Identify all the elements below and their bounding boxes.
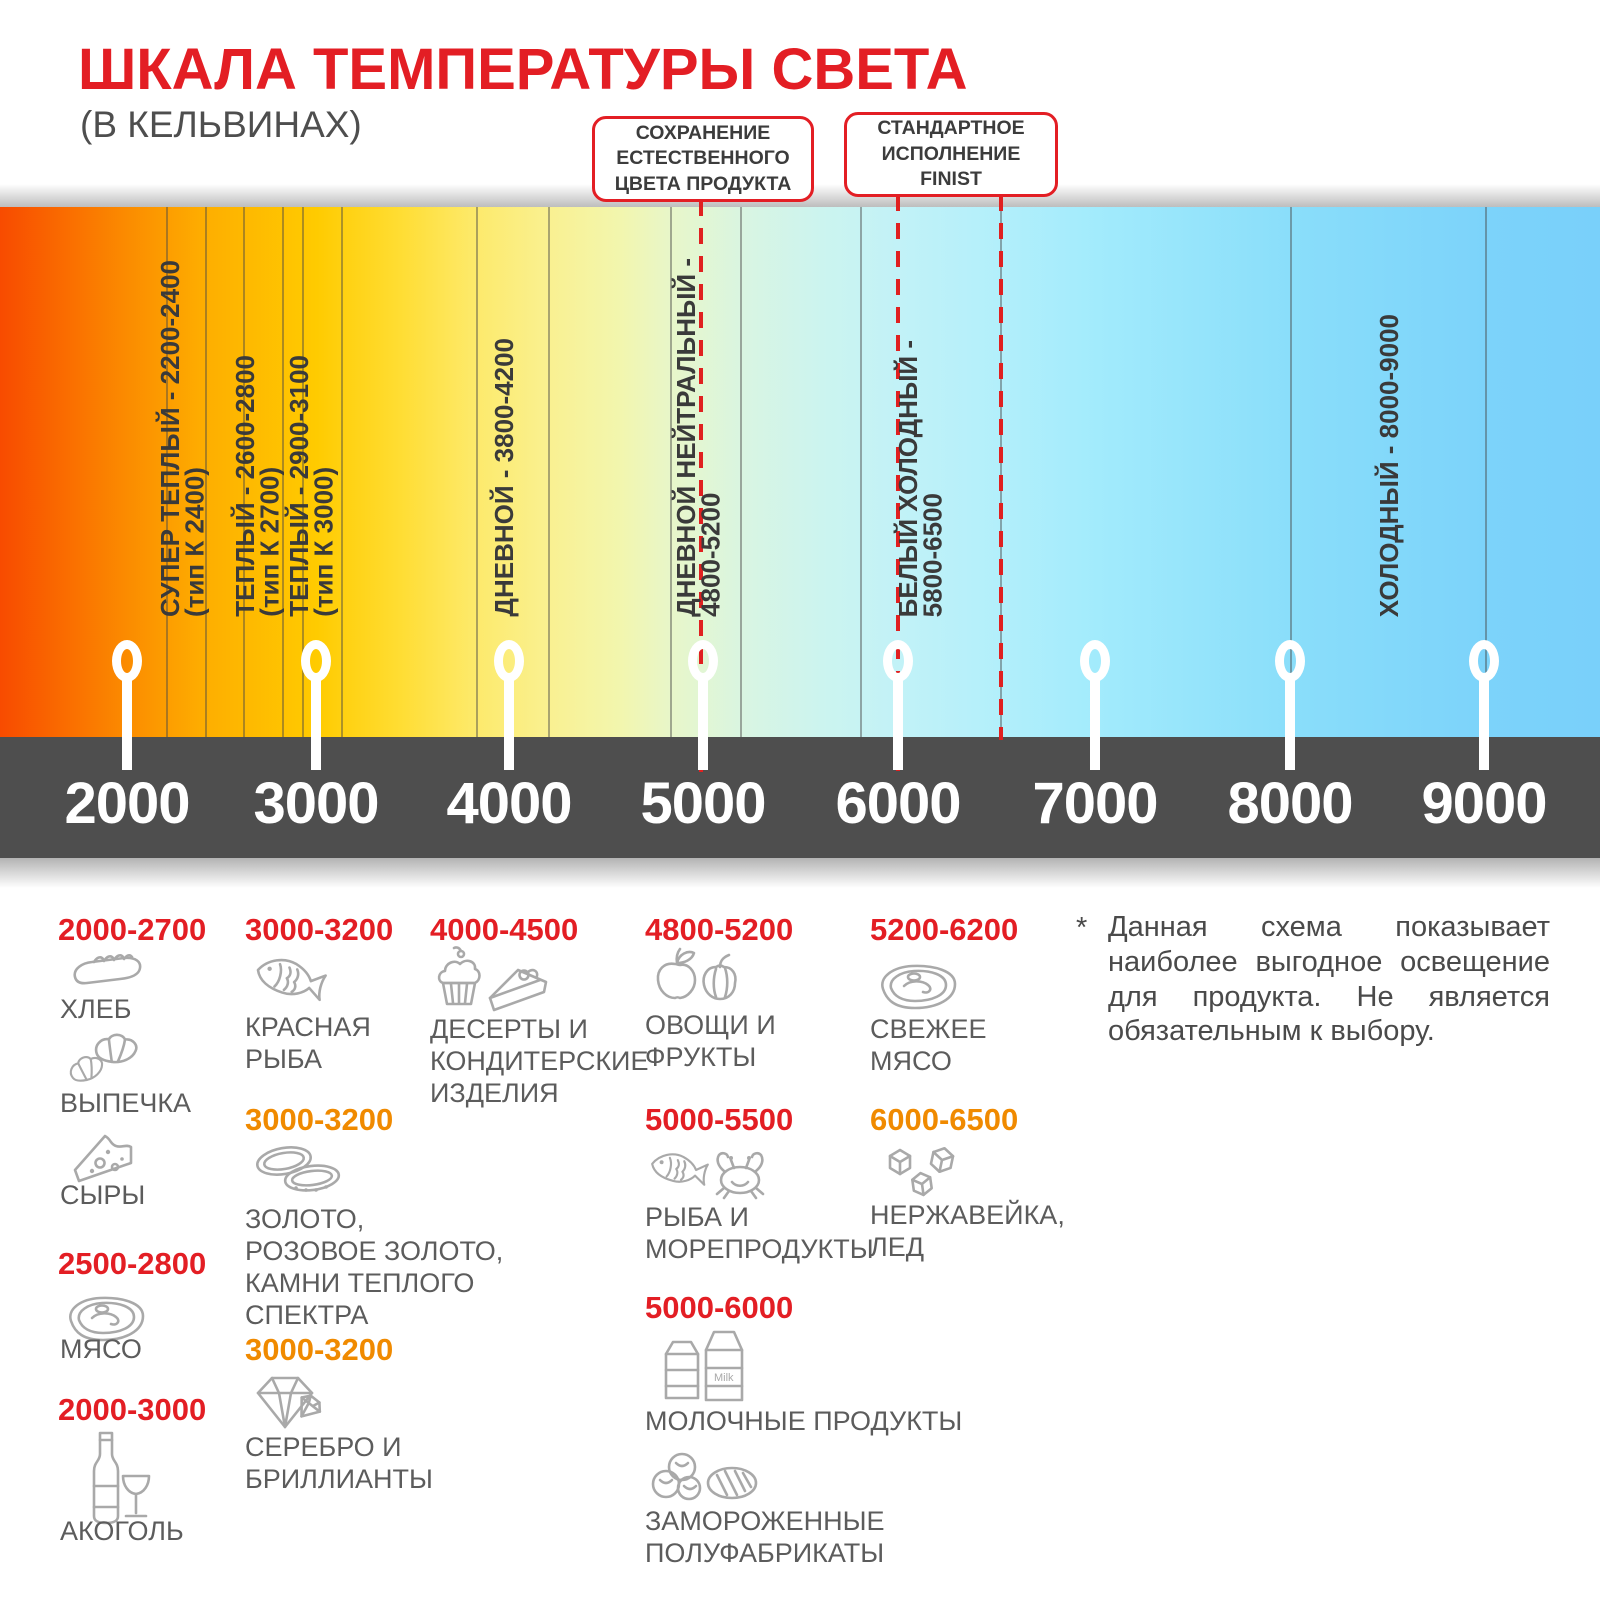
zone-label-warm-2700: ТЕПЛЫЙ - 2600-2800 (тип К 2700): [230, 355, 285, 617]
zone-label-warm-3000: ТЕПЛЫЙ - 2900-3100 (тип К 3000): [284, 355, 339, 617]
page-subtitle: (В КЕЛЬВИНАХ): [80, 104, 362, 145]
range-2500-2800: 2500-2800: [58, 1246, 207, 1281]
bottom-shadow: [0, 858, 1600, 888]
seafood-icon: [646, 1138, 772, 1204]
item-label-stainless-ice: НЕРЖАВЕЙКА, ЛЕД: [870, 1200, 1065, 1262]
item-label-dairy: МОЛОЧНЫЕ ПРОДУКТЫ: [645, 1406, 963, 1436]
ice-icon: [882, 1146, 972, 1202]
zone-label-white-cold: БЕЛЫЙ ХОЛОДНЫЙ - 5800-6500: [893, 339, 948, 617]
item-label-gold: ЗОЛОТО, РОЗОВОЕ ЗОЛОТО, КАМНИ ТЕПЛОГО СП…: [245, 1204, 504, 1330]
item-label-alcohol: АКОГОЛЬ: [60, 1516, 184, 1546]
item-label-cheese: СЫРЫ: [60, 1180, 146, 1210]
range-4000-4500: 4000-4500: [430, 912, 579, 947]
dessert-icon: [434, 944, 552, 1012]
axis-tick-3000: 3000: [253, 771, 379, 836]
range-6000-6500: 6000-6500: [870, 1102, 1019, 1137]
item-label-frozen: ЗАМОРОЖЕННЫЕ ПОЛУФАБРИКАТЫ: [645, 1506, 885, 1568]
jewelry-rings-icon: [248, 1140, 350, 1198]
frozen-icon: [646, 1444, 760, 1506]
scale-divider-line: [1485, 207, 1487, 737]
zone-label-cold: ХОЛОДНЫЙ - 8000-9000: [1374, 313, 1404, 617]
scale-divider-line: [548, 207, 550, 737]
scale-divider-line: [341, 207, 343, 737]
axis-tick-2000: 2000: [64, 771, 190, 836]
bread-icon: [70, 950, 146, 992]
axis-tick-8000: 8000: [1227, 771, 1353, 836]
scale-divider-line: [243, 207, 245, 737]
scale-divider-line: [282, 207, 284, 737]
item-label-seafood: РЫБА И МОРЕПРОДУКТЫ: [645, 1202, 874, 1264]
range-5000-6000: 5000-6000: [645, 1290, 794, 1325]
temperature-gradient-band: [0, 207, 1600, 737]
croissant-icon: [66, 1030, 154, 1092]
scale-divider-line: [302, 207, 304, 737]
scale-divider-line: [670, 207, 672, 737]
alcohol-icon: [76, 1430, 152, 1528]
range-5000-5500: 5000-5500: [645, 1102, 794, 1137]
range-4800-5200: 4800-5200: [645, 912, 794, 947]
axis-tick-4000: 4000: [446, 771, 572, 836]
footnote-mark: *: [1076, 912, 1088, 944]
meat-icon: [62, 1288, 152, 1346]
item-label-produce: ОВОЩИ И ФРУКТЫ: [645, 1010, 776, 1072]
zone-label-super-warm: СУПЕР ТЕПЛЫЙ - 2200-2400 (тип К 2400): [155, 260, 210, 617]
scale-divider-line: [860, 207, 862, 737]
item-label-meat: МЯСО: [60, 1334, 142, 1364]
range-3000-3200-gold: 3000-3200: [245, 1102, 394, 1137]
scale-divider-line: [1290, 207, 1292, 737]
range-2000-2700: 2000-2700: [58, 912, 207, 947]
axis-tick-5000: 5000: [640, 771, 766, 836]
scale-divider-line: [205, 207, 207, 737]
dashed-line-5000k: [699, 200, 703, 772]
zone-label-day-neutral: ДНЕВНОЙ НЕЙТРАЛЬНЫЙ - 4800-5200: [671, 258, 726, 617]
dashed-line-6000k: [896, 195, 900, 772]
axis-tick-6000: 6000: [835, 771, 961, 836]
scale-divider-line: [166, 207, 168, 737]
range-5200-6200: 5200-6200: [870, 912, 1019, 947]
milk-label: Milk: [714, 1372, 734, 1384]
fish-icon: [250, 948, 330, 1010]
item-label-fresh-meat: СВЕЖЕЕ МЯСО: [870, 1014, 987, 1076]
item-label-desserts: ДЕСЕРТЫ И КОНДИТЕРСКИЕ ИЗДЕЛИЯ: [430, 1014, 649, 1108]
fresh-meat-icon: [874, 956, 964, 1014]
range-3000-3200-fish: 3000-3200: [245, 912, 394, 947]
item-label-bread: ХЛЕБ: [60, 994, 132, 1024]
item-label-pastry: ВЫПЕЧКА: [60, 1088, 192, 1118]
axis-tick-7000: 7000: [1032, 771, 1158, 836]
axis-tick-9000: 9000: [1421, 771, 1547, 836]
diamond-icon: [250, 1370, 340, 1434]
item-label-red-fish: КРАСНАЯ РЫБА: [245, 1012, 371, 1074]
dashed-line-6500k: [999, 195, 1003, 740]
zone-label-daylight: ДНЕВНОЙ - 3800-4200: [489, 338, 519, 617]
range-2000-3000: 2000-3000: [58, 1392, 207, 1427]
footnote-text: Данная схема показывает наиболее выгодно…: [1108, 911, 1550, 1048]
callout-finist-standard: СТАНДАРТНОЕ ИСПОЛНЕНИЕ FINIST: [844, 112, 1058, 197]
produce-icon: [650, 942, 744, 1004]
cheese-icon: [70, 1126, 136, 1184]
callout-natural-color: СОХРАНЕНИЕ ЕСТЕСТВЕННОГО ЦВЕТА ПРОДУКТА: [592, 116, 814, 202]
scale-divider-line: [476, 207, 478, 737]
page-title: ШКАЛА ТЕМПЕРАТУРЫ СВЕТА: [78, 37, 968, 102]
scale-divider-line: [740, 207, 742, 737]
dairy-icon: Milk: [658, 1324, 750, 1406]
range-3000-3200-silver: 3000-3200: [245, 1332, 394, 1367]
item-label-silver-diamonds: СЕРЕБРО И БРИЛЛИАНТЫ: [245, 1432, 433, 1494]
kelvin-axis-bar: [0, 737, 1600, 858]
